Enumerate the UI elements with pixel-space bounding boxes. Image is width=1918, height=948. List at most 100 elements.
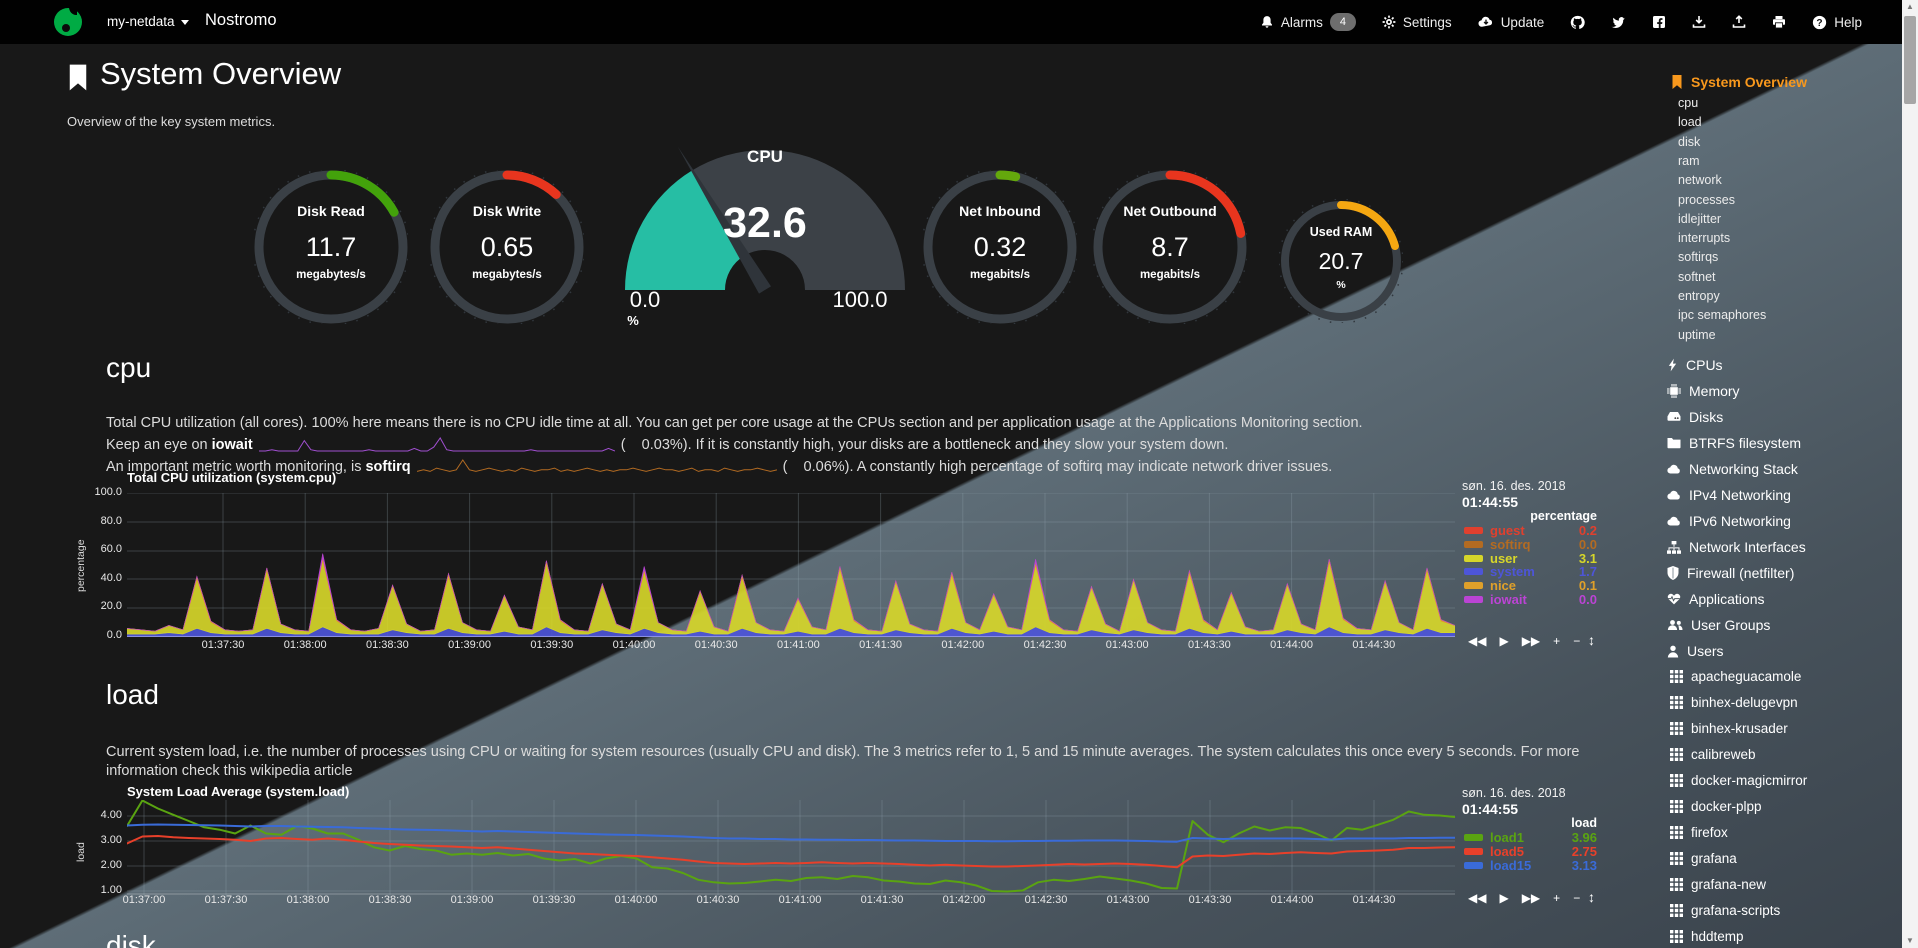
sidebar-item-network[interactable]: network [1678,173,1722,187]
cpu-chart-legend-value-nice: 0.1 [1578,578,1597,594]
sidebar-item-softirqs[interactable]: softirqs [1678,250,1718,264]
cpu-chart-ytick: 0.0 [106,629,122,641]
cpu-chart-ytick: 60.0 [100,543,122,555]
sidebar-item-cpu[interactable]: cpu [1678,96,1698,110]
nav-alarms-button[interactable]: Alarms 4 [1260,13,1356,31]
load-chart-legend-name-load15[interactable]: load15 [1490,858,1532,873]
cpu-chart-legend-name-iowait[interactable]: iowait [1490,592,1527,607]
sidebar-item-interrupts[interactable]: interrupts [1678,231,1730,245]
cpu-chart-resize-handle[interactable]: ↕ [1588,632,1595,648]
sidebar-item-network-interfaces[interactable]: Network Interfaces [1667,539,1806,555]
cpu-chart-legend-swatch-guest [1464,527,1483,534]
chevron-down-icon [180,14,189,29]
load-chart-resize-handle[interactable]: ↕ [1588,889,1595,905]
load-chart-legend-name-load1[interactable]: load1 [1490,830,1524,845]
nav-import-button[interactable] [1692,15,1706,29]
sidebar-item-uptime[interactable]: uptime [1678,328,1716,342]
cpu-chart-legend-name-user[interactable]: user [1490,550,1518,566]
cpu-chart-legend-name-guest[interactable]: guest [1490,523,1525,538]
sidebar-item-users[interactable]: Users [1667,643,1724,659]
cpu-gauge[interactable]: CPU 32.6 0.0 100.0 % [615,135,915,335]
netdata-logo-icon[interactable] [54,6,82,36]
nav-alarms-label: Alarms [1280,14,1323,30]
sidebar-item-apacheguacamole[interactable]: apacheguacamole [1670,669,1801,684]
gauge-net-outbound[interactable]: Net Outbound 8.7 megabits/s [1093,170,1247,324]
cpu-chart-legend-name-softirq[interactable]: softirq [1490,536,1531,552]
sidebar-item-idlejitter[interactable]: idlejitter [1678,212,1721,226]
cpu-chart-play-button[interactable]: ▶ [1499,634,1509,648]
nav-twitter-button[interactable] [1611,16,1626,29]
load-chart-plot[interactable] [127,800,1455,897]
cpu-chart-zoom-out-button[interactable]: − [1573,634,1581,648]
sidebar-item-calibreweb[interactable]: calibreweb [1670,747,1756,762]
scrollbar-thumb[interactable] [1904,16,1916,104]
cpu-chart-pan-backward-button[interactable]: ◀◀ [1468,634,1487,648]
users-icon [1667,619,1683,631]
sidebar-item-system-overview[interactable]: System Overview [1671,74,1807,90]
nav-print-button[interactable] [1772,15,1786,29]
facebook-icon [1652,15,1666,29]
load-chart-play-button[interactable]: ▶ [1499,891,1509,905]
sidebar-item-memory[interactable]: Memory [1667,383,1740,399]
cpu-chart-legend-name-nice[interactable]: nice [1490,578,1517,594]
sidebar-item-ipc-semaphores[interactable]: ipc semaphores [1678,308,1766,322]
cpu-chart-pan-forward-button[interactable]: ▶▶ [1521,634,1541,648]
nav-export-button[interactable] [1732,15,1746,29]
sidebar-item-firewall-netfilter-[interactable]: Firewall (netfilter) [1667,565,1794,581]
top-navbar: my-netdata Nostromo Alarms 4 Settings Updat… [0,0,1918,44]
sidebar-item-processes[interactable]: processes [1678,193,1735,207]
sidebar-item-firefox[interactable]: firefox [1670,825,1728,840]
sidebar-item-hddtemp[interactable]: hddtemp [1670,929,1744,944]
cpu-chart-legend-swatch-iowait [1464,596,1483,603]
gauge-net-inbound[interactable]: Net Inbound 0.32 megabits/s [923,170,1077,324]
sidebar-item-load[interactable]: load [1678,115,1702,129]
sidebar-item-label: System Overview [1691,74,1807,90]
page-scrollbar[interactable]: ▲ ▼ [1902,0,1918,948]
load-chart-legend-name-load5[interactable]: load5 [1490,844,1524,859]
sidebar-item-ipv6-networking[interactable]: IPv6 Networking [1667,513,1791,529]
sidebar-item-user-groups[interactable]: User Groups [1667,617,1770,633]
hostname-title[interactable]: Nostromo [205,11,277,29]
sidebar-item-ipv4-networking[interactable]: IPv4 Networking [1667,487,1791,503]
sidebar-item-cpus[interactable]: CPUs [1667,357,1723,373]
scrollbar-down-arrow[interactable]: ▼ [1906,936,1914,945]
nav-facebook-button[interactable] [1652,15,1666,29]
sidebar-item-grafana[interactable]: grafana [1670,851,1737,866]
sidebar-item-btrfs-filesystem[interactable]: BTRFS filesystem [1667,435,1801,451]
sidebar-item-grafana-scripts[interactable]: grafana-scripts [1670,903,1780,918]
sidebar-item-ram[interactable]: ram [1678,154,1700,168]
nav-settings-button[interactable]: Settings [1382,15,1452,30]
sidebar-item-disk[interactable]: disk [1678,135,1700,149]
nav-update-button[interactable]: Update [1478,15,1544,30]
load-chart-pan-forward-button[interactable]: ▶▶ [1521,891,1541,905]
sidebar-item-softnet[interactable]: softnet [1678,270,1716,284]
sidebar-item-disks[interactable]: Disks [1667,409,1723,425]
sidebar-item-entropy[interactable]: entropy [1678,289,1720,303]
load-chart-pan-backward-button[interactable]: ◀◀ [1468,891,1487,905]
gauge-disk-write[interactable]: Disk Write 0.65 megabytes/s [430,170,584,324]
cpu-chart-xtick: 01:39:30 [530,639,574,651]
sidebar-item-docker-plpp[interactable]: docker-plpp [1670,799,1762,814]
sidebar-item-docker-magicmirror[interactable]: docker-magicmirror [1670,773,1807,788]
gauge-used-ram-value: 20.7 [1318,248,1364,274]
load-chart-zoom-out-button[interactable]: − [1573,891,1581,905]
sidebar-item-binhex-krusader[interactable]: binhex-krusader [1670,721,1788,736]
scrollbar-up-arrow[interactable]: ▲ [1906,2,1914,11]
gauge-used-ram[interactable]: Used RAM 20.7% [1279,199,1403,323]
cpu-chart-legend-value-guest: 0.2 [1578,523,1597,538]
nav-help-button[interactable]: ? Help [1812,15,1862,30]
sidebar-item-label: ipc semaphores [1678,308,1767,322]
cpu-p2-pre: Keep an eye on [106,437,212,453]
cpu-chart-xtick: 01:43:30 [1187,639,1231,651]
sidebar-item-binhex-delugevpn[interactable]: binhex-delugevpn [1670,695,1798,710]
cpu-chart-zoom-in-button[interactable]: + [1553,634,1561,648]
load-chart-zoom-in-button[interactable]: + [1553,891,1561,905]
sidebar-item-grafana-new[interactable]: grafana-new [1670,877,1766,892]
cpu-chart-plot[interactable] [127,493,1455,637]
gauge-disk-read[interactable]: Disk Read 11.7 megabytes/s [254,170,408,324]
cpu-chart-legend-name-system[interactable]: system [1490,564,1535,580]
sidebar-item-applications[interactable]: Applications [1667,591,1765,607]
sidebar-item-networking-stack[interactable]: Networking Stack [1667,461,1798,477]
my-netdata-menu[interactable]: my-netdata [107,14,189,29]
nav-github-button[interactable] [1570,15,1585,30]
